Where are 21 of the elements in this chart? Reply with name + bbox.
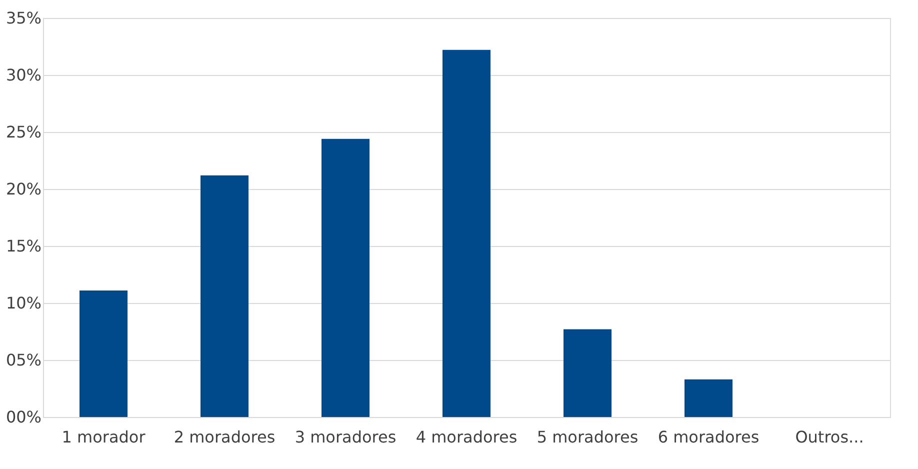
x-tick-label: 2 moradores — [174, 428, 276, 446]
y-tick-label: 30% — [6, 66, 42, 84]
y-tick-label: 25% — [6, 122, 42, 142]
y-tick-label: 35% — [6, 8, 42, 28]
bar — [564, 329, 612, 417]
x-tick-label: Outros... — [795, 428, 864, 446]
y-tick-label: 20% — [6, 180, 42, 198]
bar — [684, 379, 732, 417]
y-tick-label: 00% — [6, 408, 42, 426]
y-tick-label: 15% — [6, 236, 42, 256]
x-tick-label: 1 morador — [62, 428, 146, 446]
x-tick-label: 6 moradores — [658, 428, 760, 446]
x-tick-label: 4 moradores — [416, 428, 518, 446]
y-tick-label: 10% — [6, 294, 42, 312]
bar — [322, 138, 370, 417]
bar — [80, 290, 128, 417]
bar — [200, 175, 248, 417]
y-tick-label: 05% — [6, 350, 42, 370]
x-tick-label: 5 moradores — [536, 428, 638, 446]
bar — [442, 50, 490, 417]
x-tick-label: 3 moradores — [294, 428, 396, 446]
